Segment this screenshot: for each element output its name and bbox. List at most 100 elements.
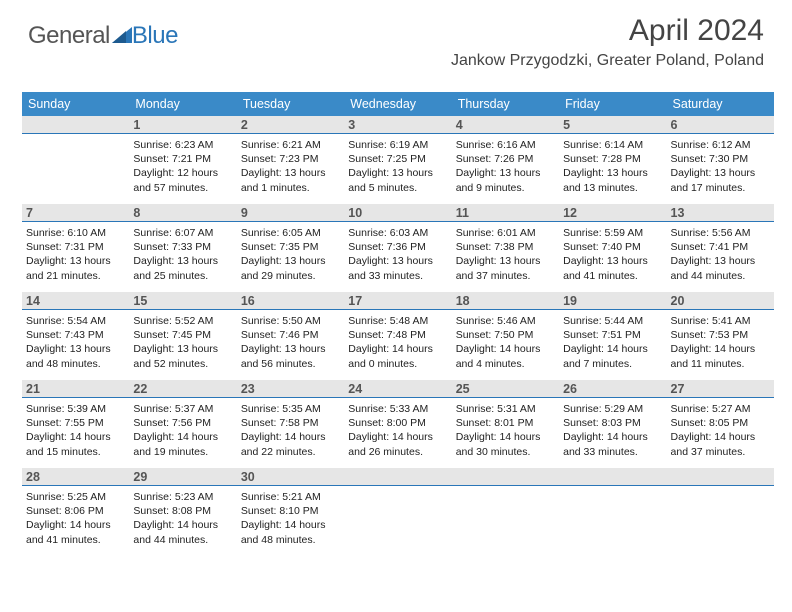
- cell-body: Sunrise: 5:50 AMSunset: 7:46 PMDaylight:…: [237, 310, 344, 377]
- calendar-cell: 29Sunrise: 5:23 AMSunset: 8:08 PMDayligh…: [129, 468, 236, 556]
- daylight-text: Daylight: 13 hours and 37 minutes.: [456, 254, 555, 282]
- sunrise-text: Sunrise: 5:35 AM: [241, 402, 340, 416]
- location-text: Jankow Przygodzki, Greater Poland, Polan…: [451, 52, 764, 70]
- sunset-text: Sunset: 7:26 PM: [456, 152, 555, 166]
- sunset-text: Sunset: 7:55 PM: [26, 416, 125, 430]
- daylight-text: Daylight: 14 hours and 33 minutes.: [563, 430, 662, 458]
- sunset-text: Sunset: 7:53 PM: [671, 328, 770, 342]
- sunrise-text: Sunrise: 6:19 AM: [348, 138, 447, 152]
- calendar-cell: 13Sunrise: 5:56 AMSunset: 7:41 PMDayligh…: [667, 204, 774, 292]
- sunrise-text: Sunrise: 5:48 AM: [348, 314, 447, 328]
- daylight-text: Daylight: 13 hours and 21 minutes.: [26, 254, 125, 282]
- cell-body: Sunrise: 6:12 AMSunset: 7:30 PMDaylight:…: [667, 134, 774, 201]
- sunset-text: Sunset: 7:56 PM: [133, 416, 232, 430]
- title-block: April 2024 Jankow Przygodzki, Greater Po…: [451, 14, 764, 70]
- daylight-text: Daylight: 13 hours and 13 minutes.: [563, 166, 662, 194]
- day-number: 7: [22, 204, 129, 222]
- day-number: [452, 468, 559, 486]
- day-number: 19: [559, 292, 666, 310]
- daylight-text: Daylight: 14 hours and 30 minutes.: [456, 430, 555, 458]
- cell-body: Sunrise: 5:56 AMSunset: 7:41 PMDaylight:…: [667, 222, 774, 289]
- calendar-cell: [452, 468, 559, 556]
- daylight-text: Daylight: 14 hours and 48 minutes.: [241, 518, 340, 546]
- sunset-text: Sunset: 7:43 PM: [26, 328, 125, 342]
- daylight-text: Daylight: 14 hours and 0 minutes.: [348, 342, 447, 370]
- day-number: [344, 468, 451, 486]
- calendar-cell: 2Sunrise: 6:21 AMSunset: 7:23 PMDaylight…: [237, 116, 344, 204]
- cell-body: Sunrise: 6:16 AMSunset: 7:26 PMDaylight:…: [452, 134, 559, 201]
- sunset-text: Sunset: 7:25 PM: [348, 152, 447, 166]
- sunset-text: Sunset: 7:30 PM: [671, 152, 770, 166]
- calendar-cell: [559, 468, 666, 556]
- daylight-text: Daylight: 14 hours and 15 minutes.: [26, 430, 125, 458]
- day-header: Friday: [559, 92, 666, 116]
- sunrise-text: Sunrise: 5:44 AM: [563, 314, 662, 328]
- calendar-cell: 24Sunrise: 5:33 AMSunset: 8:00 PMDayligh…: [344, 380, 451, 468]
- sunset-text: Sunset: 8:10 PM: [241, 504, 340, 518]
- sunset-text: Sunset: 7:33 PM: [133, 240, 232, 254]
- cell-body: Sunrise: 5:41 AMSunset: 7:53 PMDaylight:…: [667, 310, 774, 377]
- calendar-cell: 11 Sunrise: 6:01 AMSunset: 7:38 PMDayligh…: [452, 204, 559, 292]
- sunrise-text: Sunrise: 5:23 AM: [133, 490, 232, 504]
- daylight-text: Daylight: 13 hours and 52 minutes.: [133, 342, 232, 370]
- daylight-text: Daylight: 14 hours and 11 minutes.: [671, 342, 770, 370]
- day-number: 23: [237, 380, 344, 398]
- day-header: Thursday: [452, 92, 559, 116]
- sunset-text: Sunset: 7:40 PM: [563, 240, 662, 254]
- cell-body: [559, 486, 666, 538]
- daylight-text: Daylight: 14 hours and 26 minutes.: [348, 430, 447, 458]
- daylight-text: Daylight: 14 hours and 44 minutes.: [133, 518, 232, 546]
- sunset-text: Sunset: 7:38 PM: [456, 240, 555, 254]
- cell-body: Sunrise: 5:33 AMSunset: 8:00 PMDaylight:…: [344, 398, 451, 465]
- sunrise-text: Sunrise: 6:12 AM: [671, 138, 770, 152]
- sunrise-text: Sunrise: 6:16 AM: [456, 138, 555, 152]
- day-number: 18: [452, 292, 559, 310]
- daylight-text: Daylight: 13 hours and 44 minutes.: [671, 254, 770, 282]
- cell-body: Sunrise: 5:27 AMSunset: 8:05 PMDaylight:…: [667, 398, 774, 465]
- sunrise-text: Sunrise: 6:23 AM: [133, 138, 232, 152]
- calendar-cell: 15Sunrise: 5:52 AMSunset: 7:45 PMDayligh…: [129, 292, 236, 380]
- sunset-text: Sunset: 8:03 PM: [563, 416, 662, 430]
- calendar-cell: 20Sunrise: 5:41 AMSunset: 7:53 PMDayligh…: [667, 292, 774, 380]
- day-number: 6: [667, 116, 774, 134]
- calendar-cell: [22, 116, 129, 204]
- day-number: 11: [452, 204, 559, 222]
- sunrise-text: Sunrise: 5:31 AM: [456, 402, 555, 416]
- daylight-text: Daylight: 13 hours and 29 minutes.: [241, 254, 340, 282]
- calendar-cell: 14Sunrise: 5:54 AMSunset: 7:43 PMDayligh…: [22, 292, 129, 380]
- calendar-cell: [667, 468, 774, 556]
- cell-body: Sunrise: 5:23 AMSunset: 8:08 PMDaylight:…: [129, 486, 236, 553]
- sunset-text: Sunset: 7:58 PM: [241, 416, 340, 430]
- day-number: [667, 468, 774, 486]
- cell-body: Sunrise: 5:39 AMSunset: 7:55 PMDaylight:…: [22, 398, 129, 465]
- sunrise-text: Sunrise: 6:01 AM: [456, 226, 555, 240]
- page-title: April 2024: [451, 14, 764, 48]
- daylight-text: Daylight: 13 hours and 25 minutes.: [133, 254, 232, 282]
- sunrise-text: Sunrise: 5:56 AM: [671, 226, 770, 240]
- day-number: 17: [344, 292, 451, 310]
- day-number: 20: [667, 292, 774, 310]
- cell-body: Sunrise: 6:07 AMSunset: 7:33 PMDaylight:…: [129, 222, 236, 289]
- logo-triangle-icon: [112, 25, 132, 48]
- day-number: 13: [667, 204, 774, 222]
- daylight-text: Daylight: 14 hours and 41 minutes.: [26, 518, 125, 546]
- calendar-cell: 12Sunrise: 5:59 AMSunset: 7:40 PMDayligh…: [559, 204, 666, 292]
- header: General Blue April 2024 Jankow Przygodzk…: [0, 0, 792, 88]
- calendar-cell: 5Sunrise: 6:14 AMSunset: 7:28 PMDaylight…: [559, 116, 666, 204]
- day-number: 26: [559, 380, 666, 398]
- sunrise-text: Sunrise: 5:21 AM: [241, 490, 340, 504]
- sunrise-text: Sunrise: 5:41 AM: [671, 314, 770, 328]
- cell-body: Sunrise: 5:25 AMSunset: 8:06 PMDaylight:…: [22, 486, 129, 553]
- day-number: 12: [559, 204, 666, 222]
- daylight-text: Daylight: 14 hours and 37 minutes.: [671, 430, 770, 458]
- calendar-cell: 10Sunrise: 6:03 AMSunset: 7:36 PMDayligh…: [344, 204, 451, 292]
- sunrise-text: Sunrise: 5:39 AM: [26, 402, 125, 416]
- cell-body: Sunrise: 6:05 AMSunset: 7:35 PMDaylight:…: [237, 222, 344, 289]
- sunrise-text: Sunrise: 6:14 AM: [563, 138, 662, 152]
- day-header: Monday: [129, 92, 236, 116]
- sunrise-text: Sunrise: 6:03 AM: [348, 226, 447, 240]
- cell-body: Sunrise: 5:35 AMSunset: 7:58 PMDaylight:…: [237, 398, 344, 465]
- sunrise-text: Sunrise: 5:33 AM: [348, 402, 447, 416]
- day-header: Wednesday: [344, 92, 451, 116]
- cell-body: Sunrise: 6:10 AMSunset: 7:31 PMDaylight:…: [22, 222, 129, 289]
